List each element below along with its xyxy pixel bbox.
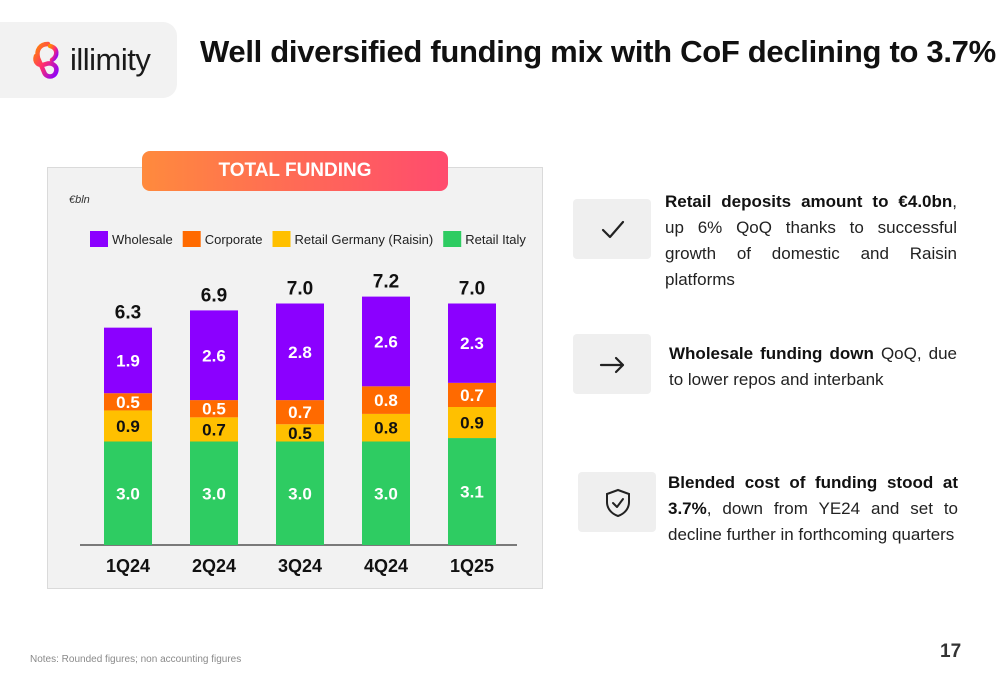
legend-swatch [443,231,462,247]
page-title: Well diversified funding mix with CoF de… [200,34,996,69]
point-text: Wholesale funding down QoQ, due to lower… [669,341,957,393]
bar-value-label: 3.0 [116,484,140,503]
logo-text: illimity [70,42,151,77]
bar-segment [276,303,324,401]
bar-value-label: 2.8 [288,343,312,362]
x-tick-label: 2Q24 [192,556,236,576]
legend-label: Corporate [205,232,263,247]
x-tick-label: 3Q24 [278,556,322,576]
bar-value-label: 0.5 [288,424,312,443]
point-text: Retail deposits amount to €4.0bn, up 6% … [665,189,957,293]
bar-segment [190,310,238,401]
logo: illimity [0,22,177,98]
point-icon-box [573,199,651,259]
point-icon-box [573,334,651,394]
check-icon [601,220,625,239]
point-text-rest: QoQ, due to lower repos and interbank [669,344,957,389]
total-funding-badge: TOTAL FUNDING [142,151,448,191]
bar-segment [104,441,152,545]
bar-total-label: 6.9 [201,285,227,306]
bar-segment [104,410,152,442]
arrow-right-icon [599,356,625,374]
legend-swatch [272,231,291,247]
point-text-bold: Retail deposits amount to €4.0bn [665,192,953,211]
bar-segment [448,382,496,407]
bar-value-label: 0.9 [460,414,484,433]
bar-segment [448,407,496,439]
bar-value-label: 1.9 [116,351,140,370]
bar-value-label: 2.3 [460,334,484,353]
bar-value-label: 3.0 [202,484,226,503]
bar-segment [448,438,496,545]
bar-value-label: 2.6 [374,332,398,351]
bar-segment [276,400,324,425]
x-tick-label: 4Q24 [364,556,408,576]
bar-value-label: 0.5 [116,393,140,412]
point-text-rest: , down from YE24 and set to decline furt… [668,499,958,544]
bar-segment [362,413,410,442]
bar-segment [362,296,410,387]
bar-segment [104,393,152,411]
page-number: 17 [940,641,962,662]
point-text-bold: Wholesale funding down [669,344,874,363]
bar-value-label: 0.7 [460,386,484,405]
unit-label: €bln [69,194,90,206]
bar-total-label: 7.2 [373,272,399,293]
bar-value-label: 0.7 [288,403,312,422]
legend-swatch [90,231,108,247]
funding-chart: €bln Wholesale Corporate Retail Germany (Ra… [69,194,526,576]
footnote: Notes: Rounded figures; non accounting f… [30,654,242,665]
bar-value-label: 3.1 [460,483,484,502]
legend-label: Retail Germany (Raisin) [295,232,434,247]
bar-segment [448,303,496,383]
legend-swatch [182,231,201,247]
bar-value-label: 3.0 [288,484,312,503]
x-tick-label: 1Q25 [450,556,494,576]
bar-segment [190,441,238,545]
point-text: Blended cost of funding stood at 3.7%, d… [668,470,958,548]
bar-value-label: 0.8 [374,391,398,410]
bar-value-label: 0.5 [202,400,226,419]
bar-total-label: 6.3 [115,303,141,324]
bar-value-label: 0.9 [116,417,140,436]
bar-segment [104,327,152,394]
bar-value-label: 0.7 [202,420,226,439]
bar-segment [362,441,410,545]
bar-value-label: 0.8 [374,419,398,438]
bar-segment [276,441,324,545]
illimity-logo-icon [33,41,59,79]
bar-total-label: 7.0 [459,279,485,300]
point-text-bold: Blended cost of funding stood at 3.7% [668,473,958,518]
point-icon-box [578,472,656,532]
bar-segment [190,400,238,418]
bar-total-label: 7.0 [287,279,313,300]
bar-segment [190,417,238,442]
bar-segment [276,424,324,442]
point-text-rest: , up 6% QoQ thanks to successful growth … [665,192,957,289]
x-tick-label: 1Q24 [106,556,150,576]
shield-check-icon [606,488,630,518]
bar-value-label: 2.6 [202,346,226,365]
bar-segment [362,386,410,414]
legend-label: Retail Italy [465,232,526,247]
legend-label: Wholesale [112,232,173,247]
bar-value-label: 3.0 [374,484,398,503]
